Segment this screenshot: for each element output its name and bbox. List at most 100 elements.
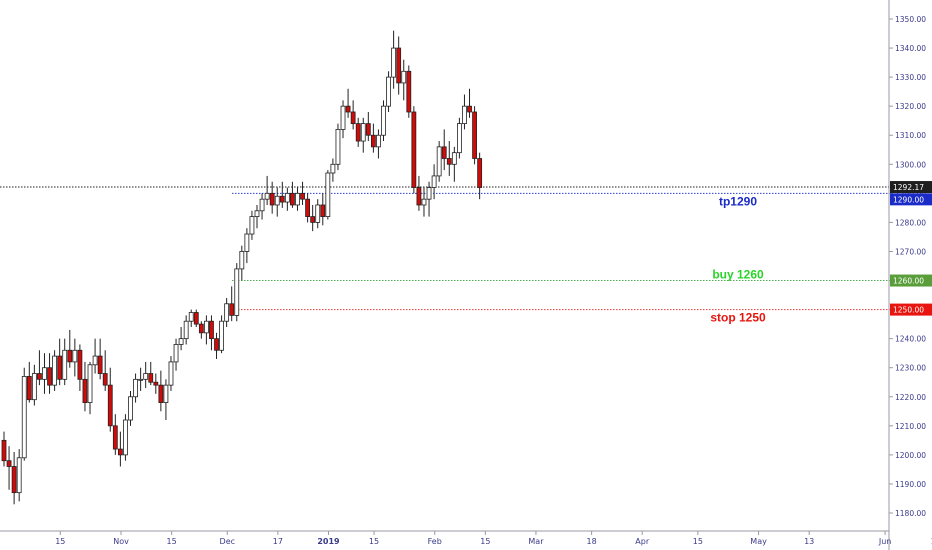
candle-down bbox=[47, 367, 52, 386]
y-tick-label: 1300.00 bbox=[895, 160, 926, 169]
price-tags: 1292.17 1290.00 1260.00 1250.00 bbox=[890, 181, 932, 316]
x-tick-label: May bbox=[750, 537, 767, 546]
candle-down bbox=[269, 192, 275, 206]
candle-down bbox=[472, 111, 477, 159]
candle-down bbox=[107, 384, 113, 427]
candle-up bbox=[325, 172, 331, 217]
candle-up bbox=[274, 195, 280, 206]
candle-down bbox=[67, 349, 73, 363]
candle-up bbox=[173, 344, 179, 363]
candle-up bbox=[335, 129, 341, 165]
candle-down bbox=[112, 425, 118, 450]
candle-up bbox=[462, 105, 467, 125]
candle-down bbox=[1, 439, 7, 462]
candle-up bbox=[315, 204, 321, 223]
candle-up bbox=[42, 367, 47, 380]
x-tick-label: Mar bbox=[528, 537, 544, 546]
x-tick-label: 2019 bbox=[317, 537, 340, 546]
candle-up bbox=[295, 192, 300, 206]
candle-up bbox=[72, 349, 78, 363]
candles bbox=[1, 30, 483, 505]
y-tick-label: 1210.00 bbox=[895, 422, 926, 431]
candle-down bbox=[198, 323, 204, 334]
candle-down bbox=[310, 216, 316, 223]
x-tick-label: 18 bbox=[587, 537, 597, 546]
candle-up bbox=[163, 384, 169, 403]
candle-down bbox=[148, 373, 154, 383]
candle-up bbox=[391, 47, 397, 78]
y-tick-label: 1270.00 bbox=[895, 247, 926, 256]
x-tick-label: 15 bbox=[167, 537, 177, 546]
y-tick-label: 1200.00 bbox=[895, 451, 926, 460]
candle-down bbox=[153, 381, 159, 386]
candle-up bbox=[239, 251, 245, 270]
candle-up bbox=[431, 175, 437, 188]
y-tick-label: 1330.00 bbox=[895, 73, 926, 82]
candle-up bbox=[259, 198, 265, 212]
candle-up bbox=[143, 373, 149, 380]
candle-up bbox=[123, 419, 128, 456]
candle-up bbox=[52, 355, 57, 386]
candle-up bbox=[330, 163, 336, 174]
candle-up bbox=[138, 378, 144, 381]
price-tag-bg bbox=[890, 303, 932, 316]
y-tick-label: 1220.00 bbox=[895, 393, 926, 402]
price-tag-bg bbox=[890, 274, 932, 287]
x-tick-label: 17 bbox=[931, 537, 932, 546]
x-tick-label: Dec bbox=[220, 537, 235, 546]
candle-up bbox=[219, 320, 224, 351]
candle-down bbox=[102, 373, 108, 386]
y-tick-label: 1350.00 bbox=[895, 15, 926, 24]
candle-down bbox=[411, 111, 417, 188]
candle-up bbox=[31, 373, 37, 401]
y-tick-label: 1310.00 bbox=[895, 131, 926, 140]
candle-up bbox=[168, 361, 174, 386]
candle-down bbox=[209, 320, 214, 340]
x-axis-ticks[interactable]: 15 Nov 15 Dec 17 2019 15 Feb 15 Mar 18 Apr 15 May 13 Ju… bbox=[55, 531, 932, 546]
price-tag-bg bbox=[890, 193, 932, 206]
level-annotation: stop 1250 bbox=[710, 311, 766, 325]
candle-up bbox=[386, 76, 391, 107]
candle-down bbox=[11, 466, 17, 494]
annotations: tp1290 buy 1260 stop 1250 bbox=[710, 194, 766, 324]
candle-up bbox=[381, 105, 386, 136]
candle-up bbox=[21, 376, 27, 459]
level-lines bbox=[0, 186, 889, 311]
x-tick-label: Nov bbox=[113, 537, 129, 546]
candle-down bbox=[446, 158, 452, 165]
price-tag-label: 1292.17 bbox=[893, 183, 924, 192]
candle-up bbox=[16, 457, 22, 494]
candle-down bbox=[6, 460, 12, 467]
y-tick-label: 1180.00 bbox=[895, 509, 926, 518]
candle-up bbox=[421, 198, 427, 206]
candle-down bbox=[57, 355, 63, 380]
x-tick-label: 13 bbox=[804, 537, 814, 546]
candle-down bbox=[214, 338, 219, 351]
candle-up bbox=[244, 233, 250, 252]
y-tick-label: 1190.00 bbox=[895, 480, 926, 489]
candle-down bbox=[117, 448, 123, 456]
candle-up bbox=[376, 134, 381, 148]
candle-up bbox=[224, 303, 230, 322]
x-tick-label: Jun bbox=[878, 537, 892, 546]
candle-down bbox=[97, 355, 103, 374]
candle-down bbox=[467, 105, 472, 113]
candle-down bbox=[370, 134, 376, 148]
candle-down bbox=[406, 70, 412, 113]
candle-down bbox=[441, 146, 447, 159]
price-tag-label: 1260.00 bbox=[893, 277, 924, 286]
candle-up bbox=[249, 216, 255, 235]
candle-down bbox=[365, 123, 371, 136]
candle-down bbox=[477, 158, 483, 188]
candle-up bbox=[284, 192, 290, 203]
level-annotation: buy 1260 bbox=[712, 268, 764, 282]
candle-down bbox=[345, 105, 351, 113]
candle-up bbox=[234, 268, 240, 316]
x-tick-label: 15 bbox=[55, 537, 65, 546]
x-tick-label: Apr bbox=[635, 537, 650, 546]
candle-up bbox=[340, 105, 346, 130]
candle-up bbox=[436, 146, 442, 177]
candle-up bbox=[254, 210, 260, 218]
candle-down bbox=[290, 192, 295, 206]
